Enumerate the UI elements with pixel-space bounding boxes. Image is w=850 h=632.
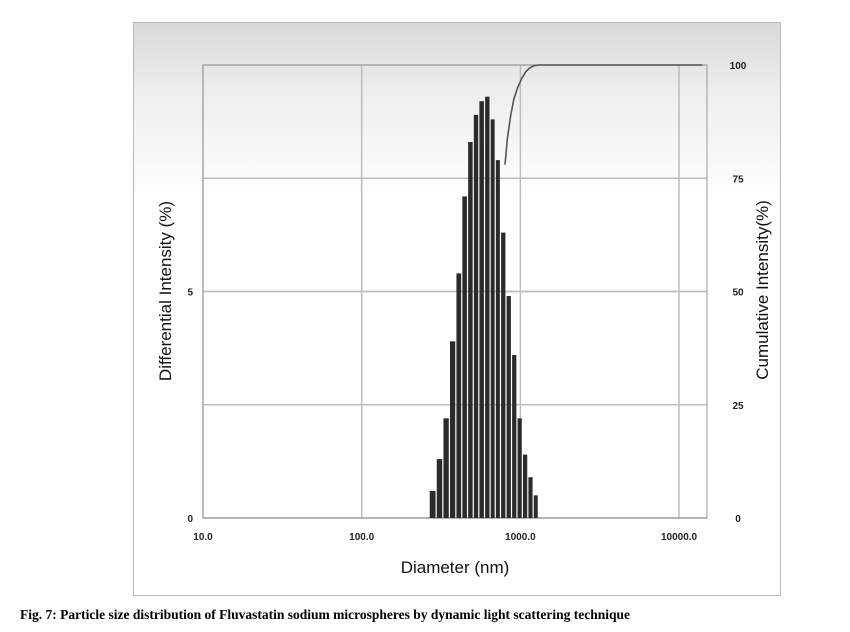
right-y-tick-label: 0 bbox=[735, 514, 741, 525]
x-tick-label: 100.0 bbox=[349, 532, 374, 543]
differential-bar bbox=[429, 490, 436, 518]
differential-bar bbox=[512, 354, 517, 518]
right-y-tick-label: 100 bbox=[730, 61, 747, 72]
differential-bar bbox=[506, 296, 511, 518]
x-axis-title: Diameter (nm) bbox=[401, 558, 510, 577]
left-y-tick-label: 0 bbox=[187, 514, 193, 525]
left-y-tick-label: 5 bbox=[187, 288, 193, 299]
cumulative-curve bbox=[504, 64, 703, 165]
right-y-tick-label: 75 bbox=[732, 174, 744, 185]
differential-bar bbox=[456, 273, 462, 518]
differential-bar bbox=[468, 142, 473, 518]
differential-bar bbox=[473, 114, 479, 518]
differential-bar bbox=[485, 96, 490, 519]
differential-bar bbox=[533, 495, 538, 518]
differential-bars bbox=[429, 96, 538, 519]
differential-bar bbox=[443, 418, 449, 518]
differential-bar bbox=[449, 341, 456, 518]
differential-bar bbox=[522, 454, 528, 518]
differential-bar bbox=[462, 196, 467, 518]
differential-bar bbox=[501, 232, 506, 519]
differential-bar bbox=[479, 101, 484, 519]
differential-bar bbox=[495, 160, 500, 518]
x-tick-label: 10000.0 bbox=[661, 532, 698, 543]
right-y-tick-label: 25 bbox=[732, 401, 744, 412]
figure-caption: Fig. 7: Particle size distribution of Fl… bbox=[20, 607, 630, 622]
differential-bar bbox=[436, 459, 443, 518]
x-tick-label: 10.0 bbox=[193, 532, 213, 543]
differential-bar bbox=[517, 418, 522, 518]
right-y-tick-label: 50 bbox=[732, 288, 744, 299]
differential-bar bbox=[528, 477, 533, 518]
x-tick-label: 1000.0 bbox=[505, 532, 536, 543]
left-y-axis-title: Differential Intensity (%) bbox=[156, 201, 175, 381]
right-y-axis-title: Cumulative Intensity(%) bbox=[753, 200, 772, 380]
differential-bar bbox=[490, 119, 495, 519]
